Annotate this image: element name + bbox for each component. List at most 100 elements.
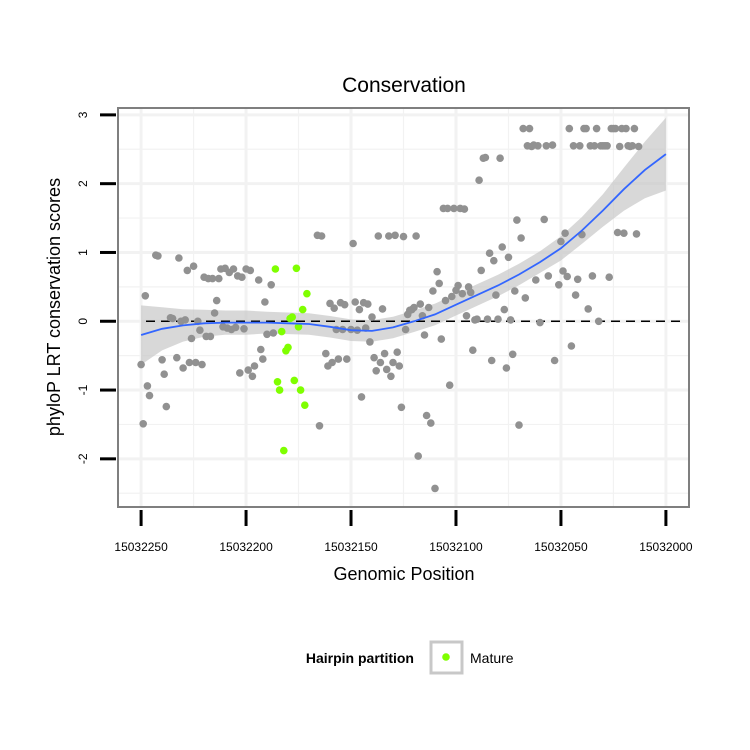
- data-point: [183, 266, 192, 275]
- data-point: [477, 266, 486, 275]
- data-point: [206, 332, 215, 341]
- data-point: [475, 176, 483, 184]
- data-point: [422, 411, 431, 420]
- y-axis: -2 -1 0 1 2 3: [76, 111, 116, 464]
- data-point: [355, 305, 364, 314]
- data-point: [231, 323, 240, 332]
- data-point: [588, 272, 597, 280]
- data-point: [427, 419, 435, 427]
- data-point: [229, 265, 238, 273]
- data-point: [357, 393, 366, 401]
- data-point: [483, 315, 492, 324]
- data-point: [210, 309, 219, 317]
- legend: Hairpin partition Mature: [306, 640, 514, 675]
- x-tick-label: 15032100: [429, 540, 483, 554]
- data-point: [181, 316, 189, 324]
- data-point: [525, 124, 534, 133]
- data-point: [532, 276, 540, 284]
- data-point: [248, 372, 257, 381]
- data-point: [349, 239, 357, 248]
- data-point: [141, 292, 150, 300]
- data-point: [443, 204, 452, 213]
- data-point: [445, 381, 454, 390]
- data-point: [328, 358, 336, 367]
- data-point: [620, 229, 628, 237]
- data-point: [139, 420, 147, 428]
- data-point: [435, 279, 444, 288]
- data-point: [351, 298, 360, 306]
- x-tick-label: 15032250: [114, 540, 168, 554]
- legend-mature-point: [442, 653, 450, 661]
- data-point: [187, 334, 196, 343]
- data-point: [370, 353, 378, 362]
- data-point: [401, 325, 410, 334]
- data-point: [334, 355, 343, 363]
- data-point: [622, 124, 630, 133]
- data-point: [573, 275, 582, 284]
- data-point: [613, 228, 622, 237]
- smooth-curve: [140, 153, 667, 336]
- plot-border: [117, 107, 690, 508]
- grid-lines: [118, 108, 689, 507]
- data-point: [212, 296, 221, 305]
- data-point: [198, 360, 206, 369]
- data-point: [412, 232, 420, 240]
- data-point: [378, 305, 387, 313]
- x-tick-label: 15032000: [639, 540, 693, 554]
- data-point: [536, 318, 544, 327]
- data-point: [496, 154, 504, 162]
- mature-point: [294, 323, 303, 331]
- data-point: [548, 141, 557, 149]
- data-point: [498, 243, 507, 251]
- data-point: [632, 230, 641, 238]
- mature-point: [284, 343, 292, 352]
- y-tick-label: -2: [76, 453, 90, 464]
- data-point: [261, 298, 269, 306]
- data-point: [544, 272, 553, 280]
- data-point: [594, 317, 603, 326]
- y-tick-label: 3: [76, 111, 90, 118]
- data-point: [259, 355, 267, 363]
- data-point: [387, 372, 395, 381]
- data-point: [460, 205, 469, 213]
- data-point: [208, 274, 217, 283]
- y-tick-label: 1: [76, 249, 90, 256]
- mature-point: [298, 305, 307, 314]
- data-point: [469, 346, 477, 355]
- data-point: [592, 124, 601, 133]
- data-point: [240, 325, 248, 333]
- data-point: [154, 252, 162, 260]
- data-point: [254, 276, 263, 284]
- data-point: [366, 338, 374, 346]
- data-point: [160, 370, 168, 379]
- data-point: [487, 356, 496, 365]
- data-point: [215, 274, 223, 283]
- data-point: [269, 329, 278, 337]
- data-point: [508, 350, 517, 359]
- data-point: [571, 291, 580, 299]
- x-tick-label: 15032150: [324, 540, 378, 554]
- data-point: [605, 273, 613, 282]
- data-point: [559, 267, 567, 275]
- data-point: [317, 232, 326, 240]
- data-point: [397, 403, 406, 412]
- data-point: [162, 402, 171, 411]
- data-point: [458, 289, 467, 298]
- data-point: [511, 287, 519, 295]
- data-point: [542, 142, 551, 150]
- data-point: [502, 364, 511, 372]
- data-point: [504, 253, 513, 262]
- data-point: [340, 300, 349, 309]
- x-axis: 15032250 15032200 15032150 15032100 15032050…: [114, 510, 693, 554]
- data-point: [173, 353, 181, 362]
- data-point: [454, 281, 462, 290]
- data-point: [466, 288, 475, 297]
- data-point: [391, 231, 399, 240]
- data-point: [441, 296, 450, 305]
- data-point: [565, 124, 574, 133]
- data-point: [385, 232, 393, 240]
- data-point: [448, 292, 456, 301]
- data-point: [175, 254, 183, 262]
- data-point: [257, 345, 265, 354]
